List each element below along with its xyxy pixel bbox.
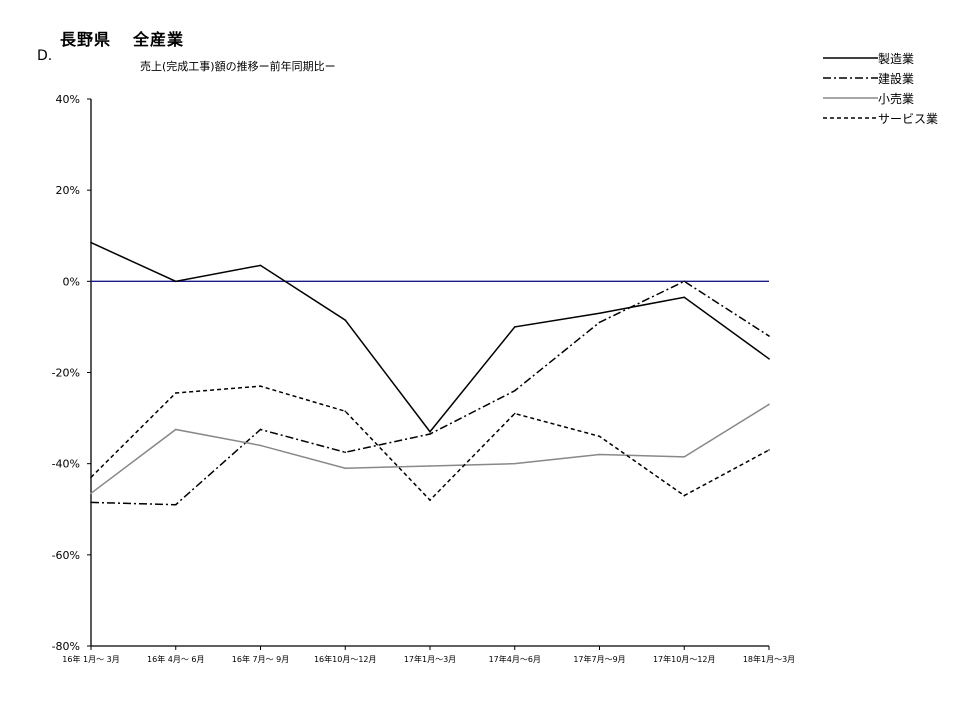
data-point-小売業: [429, 465, 431, 467]
legend-swatch: [823, 57, 878, 59]
data-point-サービス業: [683, 494, 686, 497]
data-point-建設業: [429, 433, 431, 435]
data-point-建設業: [174, 503, 177, 506]
legend-label: 建設業: [878, 71, 915, 86]
data-point-サービス業: [90, 476, 92, 479]
data-point-製造業: [513, 326, 516, 328]
x-tick-label: 17年7月～9月: [573, 654, 625, 664]
legend-label: 製造業: [878, 51, 915, 66]
legend-item: 製造業: [823, 48, 938, 68]
legend-swatch: [823, 77, 878, 79]
data-point-サービス業: [598, 435, 601, 438]
chart-legend: 製造業建設業小売業サービス業: [823, 48, 938, 128]
data-point-製造業: [429, 430, 431, 433]
data-point-サービス業: [174, 392, 177, 394]
data-point-製造業: [344, 319, 347, 321]
data-point-建設業: [259, 428, 262, 431]
data-point-製造業: [598, 312, 601, 315]
data-point-小売業: [90, 492, 92, 495]
data-point-製造業: [683, 296, 686, 299]
industry-label: 全産業: [133, 30, 185, 49]
x-tick-label: 16年 1月～ 3月: [62, 654, 119, 664]
chart-title: 長野県 全産業: [60, 26, 184, 50]
data-point-小売業: [598, 453, 601, 456]
series-line-建設業: [90, 280, 770, 506]
data-point-小売業: [513, 462, 516, 465]
data-point-製造業: [174, 280, 177, 283]
data-point-小売業: [768, 403, 770, 406]
data-point-小売業: [344, 467, 347, 470]
data-point-建設業: [683, 280, 686, 283]
y-tick-label: -80%: [52, 640, 80, 653]
data-point-サービス業: [429, 499, 431, 501]
section-label: D.: [37, 48, 53, 64]
data-point-製造業: [90, 241, 92, 244]
y-tick-label: 20%: [56, 184, 80, 197]
data-point-製造業: [768, 358, 770, 360]
legend-item: 小売業: [823, 88, 938, 108]
data-point-サービス業: [513, 412, 516, 415]
data-point-建設業: [90, 501, 92, 504]
x-tick-label: 16年10月～12月: [314, 654, 377, 664]
y-tick-label: -40%: [52, 458, 80, 471]
y-tick-label: 0%: [63, 275, 80, 288]
x-tick-label: 16年 7月～ 9月: [232, 654, 289, 664]
legend-swatch: [823, 97, 878, 99]
data-point-サービス業: [768, 449, 770, 451]
y-tick-label: -60%: [52, 549, 80, 562]
data-point-小売業: [259, 444, 262, 447]
series-line-製造業: [90, 241, 770, 433]
data-point-小売業: [174, 428, 177, 431]
legend-label: サービス業: [878, 111, 939, 126]
x-tick-label: 17年10月～12月: [653, 654, 716, 664]
y-tick-label: -20%: [52, 367, 80, 380]
data-point-建設業: [598, 321, 601, 324]
data-point-建設業: [768, 335, 770, 337]
data-point-小売業: [683, 456, 686, 458]
data-point-サービス業: [344, 410, 347, 413]
data-point-建設業: [344, 451, 347, 454]
x-tick-label: 17年1月～3月: [404, 654, 456, 664]
legend-item: 建設業: [823, 68, 938, 88]
chart-subtitle: 売上(完成工事)額の推移ー前年同期比ー: [140, 60, 336, 73]
legend-item: サービス業: [823, 108, 938, 128]
data-point-建設業: [513, 389, 516, 392]
legend-label: 小売業: [878, 91, 915, 106]
legend-swatch: [823, 117, 878, 119]
data-point-製造業: [259, 264, 262, 267]
series-line-サービス業: [90, 385, 770, 502]
prefecture-label: 長野県: [60, 30, 112, 49]
y-tick-label: 40%: [56, 93, 80, 106]
x-tick-label: 18年1月～3月: [743, 654, 795, 664]
x-tick-label: 16年 4月～ 6月: [147, 654, 204, 664]
x-tick-label: 17年4月～6月: [489, 654, 541, 664]
series-line-小売業: [90, 403, 770, 494]
data-point-サービス業: [259, 385, 262, 387]
